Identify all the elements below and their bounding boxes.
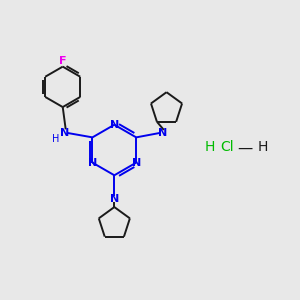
- Text: N: N: [132, 158, 141, 168]
- Text: N: N: [88, 158, 97, 168]
- Text: —: —: [238, 141, 253, 156]
- Text: H: H: [52, 134, 60, 144]
- Text: Cl: Cl: [220, 140, 234, 154]
- Text: N: N: [110, 194, 119, 204]
- Text: H: H: [258, 140, 268, 154]
- Text: N: N: [110, 120, 119, 130]
- Text: F: F: [59, 56, 67, 66]
- Text: H: H: [204, 140, 214, 154]
- Text: N: N: [60, 128, 69, 138]
- Text: N: N: [158, 128, 168, 138]
